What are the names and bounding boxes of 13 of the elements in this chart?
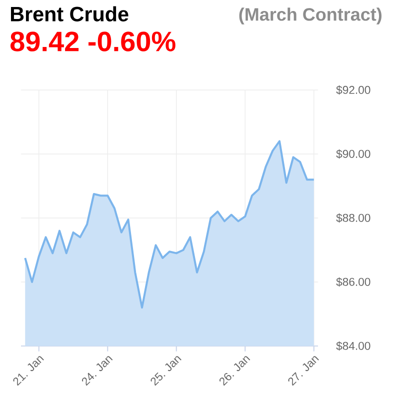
x-tick-label: 27. Jan xyxy=(288,356,319,386)
text: (March Contract) xyxy=(239,8,382,24)
x-tick-label: 24. Jan xyxy=(82,356,113,386)
y-tick-label: $92.00 xyxy=(336,85,370,95)
chart-subtitle: 89.42 -0.60% xyxy=(10,32,176,52)
y-tick-label: $86.00 xyxy=(336,277,370,287)
x-tick-label: 25. Jan xyxy=(150,356,182,386)
y-tick-label: $90.00 xyxy=(336,149,370,159)
chart-title: Brent Crude xyxy=(10,6,128,22)
y-tick-label: $84.00 xyxy=(336,341,370,351)
x-tick-label: 26. Jan xyxy=(219,356,250,386)
x-tick-label: 21. Jan xyxy=(13,356,44,386)
y-tick-label: $88.00 xyxy=(336,213,370,223)
